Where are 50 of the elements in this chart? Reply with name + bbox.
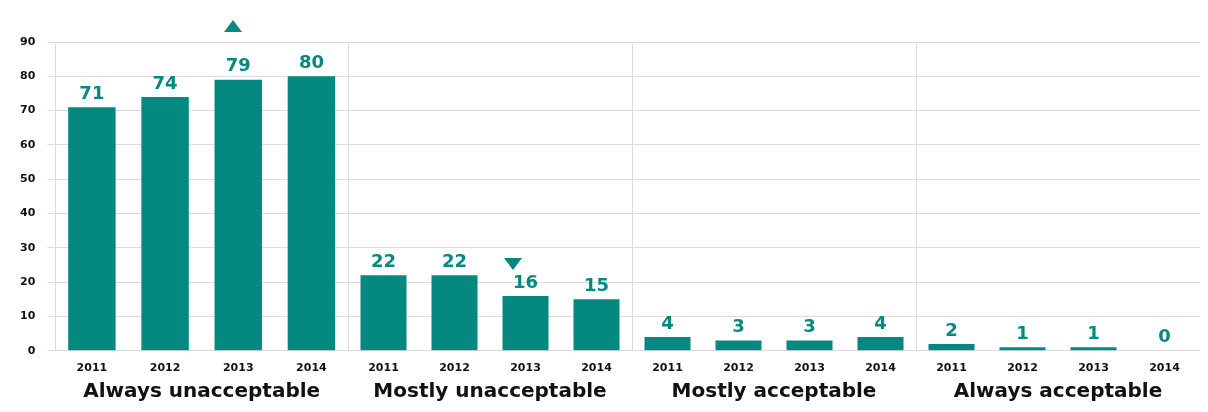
y-tick-label: 30 [20,240,36,254]
x-tick-label: 2011 [652,361,683,375]
y-tick-label: 80 [20,69,36,83]
data-label: 80 [298,50,324,72]
data-label: 3 [803,315,816,337]
data-label: 22 [370,249,397,271]
y-tick-label: 60 [20,137,36,151]
x-tick-label: 2014 [1149,361,1181,375]
y-tick-label: 50 [20,172,36,186]
data-label: 22 [441,249,468,271]
data-label: 4 [874,311,887,333]
bar [287,76,336,351]
x-axis-title: Mostly acceptable [671,378,877,403]
data-label: 3 [732,315,745,337]
x-tick-label: 2011 [368,361,399,375]
data-label: 15 [583,274,610,296]
x-tick-label: 2012 [149,361,181,375]
bar [68,107,116,351]
data-label: 71 [79,81,105,103]
x-tick-label: 2014 [296,361,328,375]
y-tick-label: 40 [20,206,36,220]
x-tick-label: 2014 [865,361,897,375]
bar [214,79,262,351]
y-tick-label: 10 [20,309,36,323]
data-label: 1 [1087,322,1100,344]
y-tick-label: 0 [27,343,36,357]
x-tick-label: 2012 [723,361,754,375]
data-label: 0 [1158,325,1171,347]
x-tick-label: 2011 [76,361,108,375]
x-axis-title: Always acceptable [953,378,1163,403]
x-tick-label: 2012 [439,361,470,375]
x-tick-label: 2013 [1078,361,1109,375]
data-label: 4 [661,311,674,333]
data-label: 74 [152,71,178,93]
x-axis-title: Always unacceptable [83,378,321,403]
x-tick-label: 2013 [794,361,825,375]
x-tick-label: 2013 [510,361,541,375]
data-label: 2 [945,318,958,340]
data-label: 1 [1016,322,1029,344]
y-tick-label: 70 [20,103,36,117]
x-tick-label: 2011 [936,361,967,375]
x-tick-label: 2014 [581,361,613,375]
bar [141,96,189,351]
y-tick-label: 20 [20,275,36,289]
x-tick-label: 2012 [1007,361,1038,375]
x-tick-label: 2013 [222,361,254,375]
data-label: 16 [512,270,539,292]
x-axis-title: Mostly unacceptable [373,378,607,403]
data-label: 79 [225,54,251,76]
y-tick-label: 90 [20,34,36,48]
